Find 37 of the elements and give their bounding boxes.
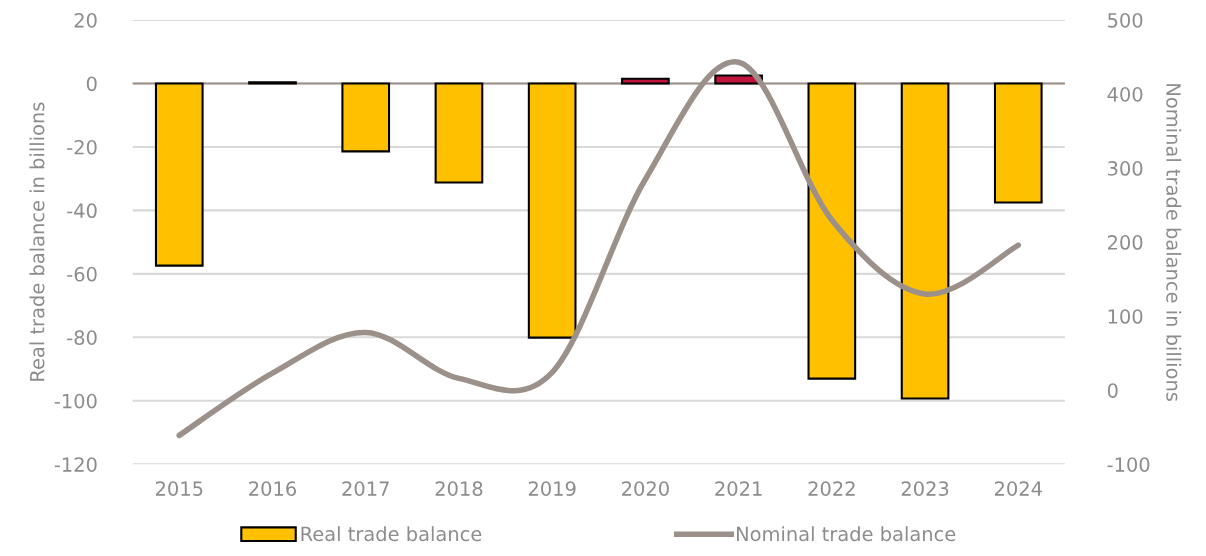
bar xyxy=(527,82,577,339)
y2-axis-title: Nominal trade balance in billions xyxy=(1166,84,1182,401)
x-tick-label: 2019 xyxy=(528,481,576,496)
x-tick-label: 2017 xyxy=(342,481,389,496)
y-tick-label: -120 xyxy=(54,457,97,472)
y2-tick-label: 300 xyxy=(1108,161,1143,176)
bar xyxy=(434,82,484,184)
x-tick-label: 2024 xyxy=(994,481,1042,496)
bar xyxy=(807,82,857,380)
y-tick-label: 0 xyxy=(86,76,97,92)
bar xyxy=(154,82,204,267)
y2-tick-label: 500 xyxy=(1108,12,1143,28)
legend-label: Real trade balance xyxy=(301,526,482,542)
bar xyxy=(993,82,1043,204)
y2-tick-label: 0 xyxy=(1107,383,1118,398)
y-axis-title: Real trade balance in billions xyxy=(29,102,45,381)
x-tick-label: 2020 xyxy=(622,481,669,496)
x-tick-label: 2021 xyxy=(715,481,762,496)
y-tick-label: -40 xyxy=(67,203,97,219)
x-tick-label: 2015 xyxy=(155,481,203,496)
y2-tick-label: -100 xyxy=(1107,457,1150,472)
y-tick-label: -100 xyxy=(54,393,97,409)
y-tick-label: 20 xyxy=(74,12,97,28)
y-tick-label: -80 xyxy=(67,330,97,345)
bar xyxy=(900,82,950,400)
x-tick-label: 2023 xyxy=(901,481,949,496)
legend-label: Nominal trade balance xyxy=(736,526,956,542)
y2-tick-label: 400 xyxy=(1107,87,1143,102)
y-tick-label: -20 xyxy=(67,139,97,155)
x-tick-label: 2018 xyxy=(435,481,483,496)
y2-tick-label: 200 xyxy=(1107,235,1143,250)
x-tick-label: 2016 xyxy=(249,481,297,496)
bar xyxy=(341,82,391,153)
y-tick-label: -60 xyxy=(67,266,97,282)
bar xyxy=(621,77,670,85)
x-tick-label: 2022 xyxy=(808,481,855,496)
y2-tick-label: 100 xyxy=(1108,309,1143,324)
